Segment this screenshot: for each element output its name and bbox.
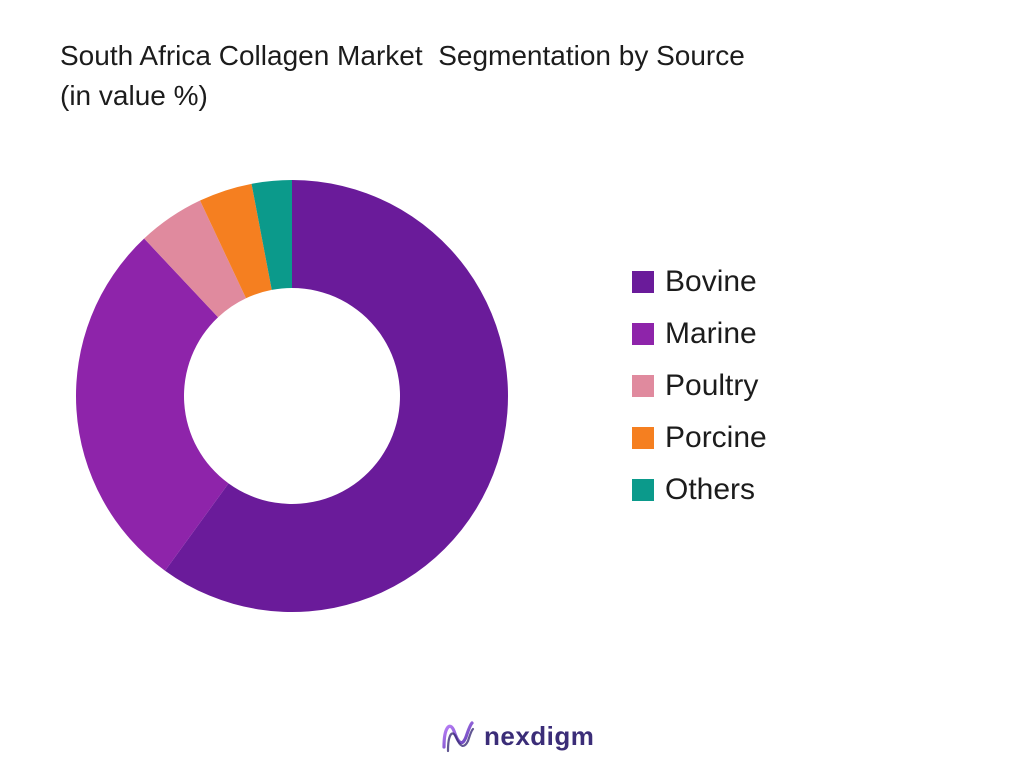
- brand-logo: nexdigm: [440, 716, 594, 756]
- legend-label-porcine: Porcine: [665, 421, 767, 454]
- donut-slice-bovine: [165, 180, 508, 612]
- legend-swatch-porcine: [632, 427, 654, 449]
- legend-label-others: Others: [665, 473, 756, 506]
- chart-title: South Africa Collagen Market Segmentatio…: [60, 36, 960, 116]
- chart-title-line-2: (in value %): [60, 80, 208, 111]
- legend-item-poultry: Poultry: [632, 366, 767, 406]
- legend-swatch-marine: [632, 323, 654, 345]
- legend-swatch-poultry: [632, 375, 654, 397]
- chart-title-line-1: South Africa Collagen Market Segmentatio…: [60, 40, 745, 71]
- donut-slice-poultry: [144, 200, 247, 318]
- logo-text: nexdigm: [484, 720, 595, 751]
- legend-item-marine: Marine: [632, 314, 767, 354]
- nexdigm-logo-icon: [442, 721, 475, 753]
- donut-slice-porcine: [200, 183, 272, 299]
- donut-slice-others: [251, 180, 292, 290]
- legend-swatch-others: [632, 479, 654, 501]
- legend-item-porcine: Porcine: [632, 418, 767, 458]
- legend-swatch-bovine: [632, 271, 654, 293]
- legend-label-marine: Marine: [665, 317, 757, 350]
- legend-label-poultry: Poultry: [665, 369, 759, 402]
- chart-legend: Bovine Marine Poultry Porcine Others: [632, 262, 767, 522]
- legend-item-others: Others: [632, 470, 767, 510]
- legend-item-bovine: Bovine: [632, 262, 767, 302]
- donut-slice-marine: [75, 238, 229, 571]
- legend-label-bovine: Bovine: [665, 265, 757, 298]
